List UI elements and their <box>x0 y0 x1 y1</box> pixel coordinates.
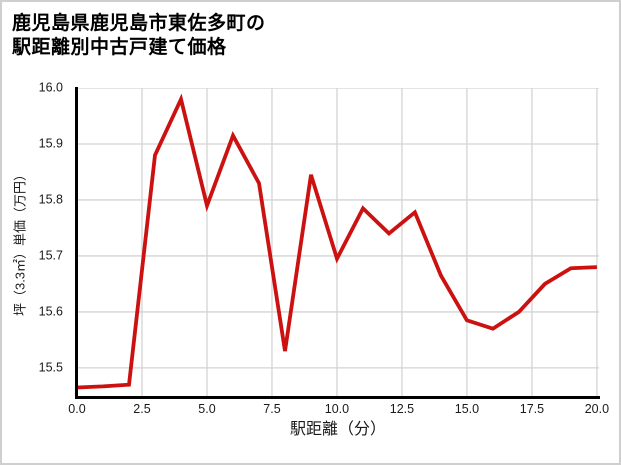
x-axis-label: 駅距離（分） <box>289 421 387 438</box>
x-tick-label: 15.0 <box>454 402 480 416</box>
x-axis-spine <box>75 396 600 399</box>
price-line <box>77 93 597 390</box>
x-tick-label: 7.5 <box>263 402 281 416</box>
chart-title-line-2: 駅距離別中古戸建て価格 <box>12 37 227 58</box>
x-tick-label: 20.0 <box>584 402 610 416</box>
y-tick-label: 15.7 <box>38 248 63 263</box>
y-tick-label: 15.6 <box>38 304 63 319</box>
x-tick-label: 10.0 <box>324 402 350 416</box>
y-tick-label: 15.8 <box>38 192 63 207</box>
y-tick-label: 16.0 <box>38 80 63 95</box>
x-tick-label: 5.0 <box>198 402 216 416</box>
x-tick-label: 17.5 <box>519 402 545 416</box>
chart-title: 鹿児島県鹿児島市東佐多町の 駅距離別中古戸建て価格 <box>12 12 266 60</box>
x-tick-label: 12.5 <box>389 402 415 416</box>
chart-title-line-1: 鹿児島県鹿児島市東佐多町の <box>12 13 266 34</box>
x-tick-label: 0.0 <box>68 402 86 416</box>
y-tick-label: 15.5 <box>38 360 63 375</box>
plot-area <box>77 88 599 397</box>
y-tick-labels: 15.5 15.6 15.7 15.8 15.9 16.0 <box>2 80 70 397</box>
y-tick-label: 15.9 <box>38 136 63 151</box>
y-axis-spine <box>75 87 78 399</box>
x-tick-label: 2.5 <box>133 402 151 416</box>
x-tick-labels: 0.0 2.5 5.0 7.5 10.0 12.5 15.0 17.5 20.0 <box>68 402 609 418</box>
